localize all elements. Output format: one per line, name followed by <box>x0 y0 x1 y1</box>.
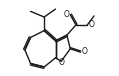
Text: O: O <box>59 58 65 67</box>
Text: O: O <box>63 10 69 19</box>
Text: O: O <box>88 20 94 29</box>
Text: O: O <box>82 47 87 56</box>
